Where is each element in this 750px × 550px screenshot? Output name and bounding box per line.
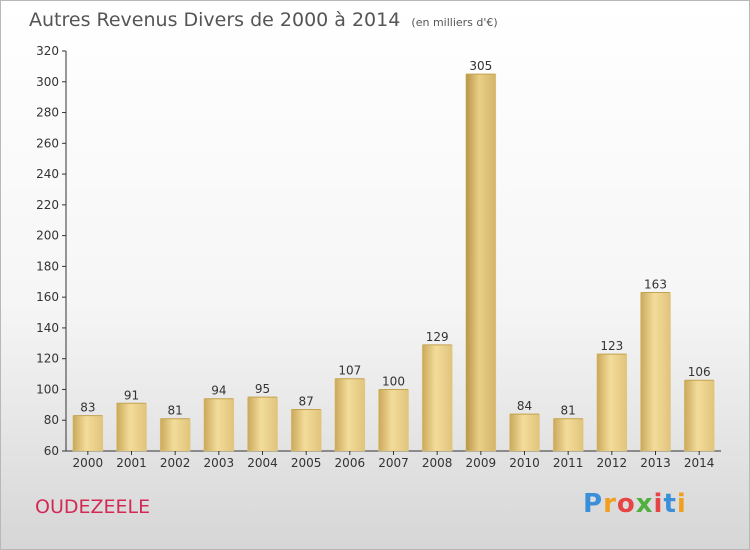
- bar-value-label: 107: [338, 364, 361, 378]
- x-tick-label: 2004: [247, 456, 278, 470]
- bar-value-label: 91: [124, 388, 139, 402]
- bar-value-label: 87: [299, 394, 314, 408]
- bar-value-label: 100: [382, 374, 405, 388]
- bar-2005: [290, 409, 322, 452]
- y-tick-label: 60: [44, 444, 59, 458]
- bar-2002: [159, 418, 191, 452]
- x-tick-label: 2006: [335, 456, 366, 470]
- bar-2010: [509, 413, 540, 452]
- y-tick-label: 80: [44, 413, 59, 427]
- bar-value-label: 129: [426, 330, 449, 344]
- x-tick-label: 2000: [73, 456, 104, 470]
- bar-2004: [247, 396, 278, 452]
- bar-2001: [116, 403, 147, 452]
- y-tick-label: 200: [36, 229, 59, 243]
- y-tick-label: 100: [36, 382, 59, 396]
- x-tick-label: 2009: [466, 456, 497, 470]
- logo-letter: P: [583, 489, 604, 519]
- bar-value-label: 83: [80, 401, 95, 415]
- logo-letter: o: [616, 489, 636, 519]
- x-tick-label: 2008: [422, 456, 453, 470]
- x-tick-label: 2002: [160, 456, 191, 470]
- chart-title: Autres Revenus Divers de 2000 à 2014: [29, 9, 401, 31]
- y-tick-label: 280: [36, 106, 59, 120]
- x-tick-label: 2010: [509, 456, 540, 470]
- bar-value-label: 163: [644, 278, 667, 292]
- chart-unit-note: (en milliers d'€): [411, 16, 498, 29]
- logo-letter: i: [676, 489, 687, 519]
- bar-value-label: 81: [561, 404, 576, 418]
- bar-2012: [596, 353, 628, 452]
- bar-value-label: 81: [168, 404, 183, 418]
- bar-value-label: 95: [255, 382, 270, 396]
- y-tick-label: 260: [36, 136, 59, 150]
- bar-value-label: 94: [211, 384, 226, 398]
- y-tick-label: 140: [36, 321, 59, 335]
- x-tick-label: 2005: [291, 456, 322, 470]
- bar-2008: [421, 344, 453, 452]
- logo-letter: t: [663, 489, 677, 519]
- bar-2003: [203, 398, 235, 452]
- y-tick-label: 320: [36, 44, 59, 58]
- x-tick-label: 2013: [640, 456, 671, 470]
- x-tick-label: 2001: [116, 456, 147, 470]
- bar-value-label: 106: [688, 365, 711, 379]
- x-tick-label: 2012: [597, 456, 628, 470]
- proxiti-logo[interactable]: Proxiti: [583, 489, 687, 519]
- bar-2007: [378, 389, 409, 452]
- x-tick-label: 2011: [553, 456, 584, 470]
- bar-value-label: 123: [600, 339, 623, 353]
- bar-2013: [640, 292, 671, 452]
- y-tick-label: 120: [36, 352, 59, 366]
- bar-2011: [552, 418, 584, 452]
- x-tick-label: 2007: [378, 456, 409, 470]
- logo-letter: i: [653, 489, 664, 519]
- y-tick-label: 220: [36, 198, 59, 212]
- bar-2009: [465, 73, 497, 452]
- y-tick-label: 240: [36, 167, 59, 181]
- commune-name: OUDEZEELE: [35, 496, 151, 518]
- x-tick-label: 2014: [684, 456, 715, 470]
- bar-2006: [334, 378, 366, 452]
- bar-2014: [683, 379, 715, 452]
- y-tick-label: 160: [36, 290, 59, 304]
- bar-value-label: 84: [517, 399, 532, 413]
- logo-letter: r: [603, 489, 617, 519]
- bar-2000: [72, 415, 104, 452]
- chart-title-row: Autres Revenus Divers de 2000 à 2014 (en…: [29, 9, 498, 31]
- x-tick-label: 2003: [204, 456, 235, 470]
- y-tick-label: 300: [36, 75, 59, 89]
- y-tick-label: 180: [36, 259, 59, 273]
- logo-letter: x: [635, 489, 654, 519]
- bar-value-label: 305: [469, 59, 492, 73]
